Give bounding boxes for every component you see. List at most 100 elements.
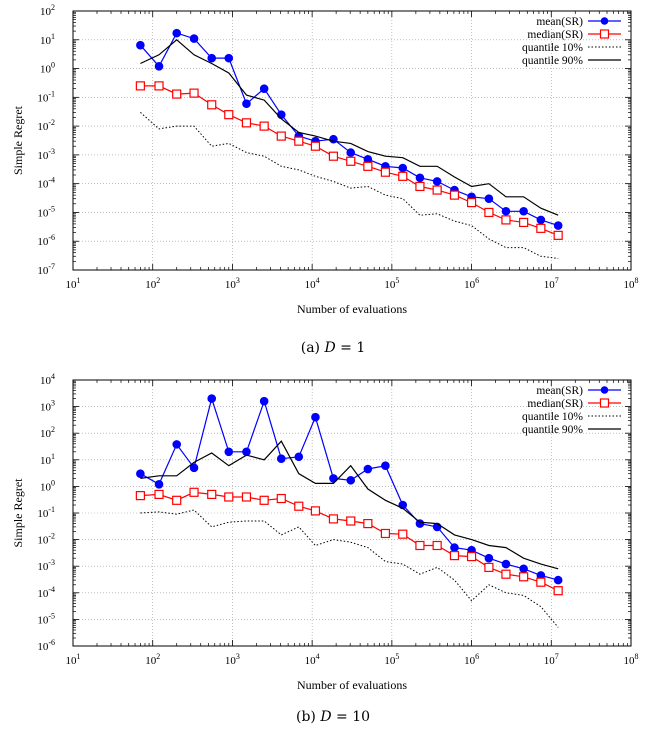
- data-point: [136, 40, 145, 50]
- data-point: [553, 230, 563, 240]
- data-point: [172, 28, 182, 38]
- y-tick-label: 10-3: [37, 147, 55, 162]
- panel-caption: (b) D = 10: [296, 709, 370, 725]
- legend-label: median(SR): [527, 398, 583, 410]
- y-tick-label: 10-1: [37, 89, 55, 104]
- data-point: [398, 171, 408, 181]
- x-tick-label: 107: [544, 652, 559, 667]
- series-line: [140, 396, 559, 581]
- data-point: [381, 461, 390, 471]
- legend-label: quantile 90%: [522, 55, 583, 67]
- data-point: [346, 475, 356, 485]
- y-tick-label: 104: [40, 372, 55, 387]
- data-point: [415, 173, 425, 183]
- y-tick-label: 10-6: [37, 638, 55, 653]
- data-point: [207, 394, 217, 403]
- data-point: [501, 569, 511, 579]
- data-point: [484, 553, 494, 563]
- y-tick-label: 103: [40, 399, 55, 414]
- x-tick-label: 108: [624, 276, 639, 291]
- data-point: [398, 529, 408, 539]
- data-point: [346, 516, 356, 526]
- data-point: [519, 564, 528, 574]
- x-tick-label: 105: [384, 276, 399, 291]
- data-point: [224, 492, 234, 502]
- legend-label: quantile 10%: [522, 411, 583, 423]
- x-tick-label: 107: [544, 276, 559, 291]
- data-point: [553, 221, 563, 230]
- legend-marker: [600, 17, 609, 25]
- y-tick-label: 102: [40, 3, 55, 18]
- data-point: [398, 163, 408, 173]
- data-point: [154, 61, 164, 71]
- data-point: [553, 586, 563, 596]
- y-tick-label: 10-7: [37, 262, 55, 277]
- data-point: [224, 53, 234, 63]
- data-point: [294, 501, 304, 511]
- data-point: [484, 207, 494, 218]
- series-line: [140, 112, 559, 259]
- data-point: [136, 469, 145, 479]
- data-point: [224, 110, 234, 120]
- data-point: [276, 493, 286, 504]
- y-tick-label: 101: [40, 32, 55, 47]
- data-point: [536, 223, 546, 233]
- data-point: [294, 452, 304, 462]
- panel-caption: (a) D = 1: [301, 340, 366, 356]
- data-point: [415, 540, 425, 551]
- data-point: [519, 206, 528, 216]
- chart-panel-2: 101 102 103 104 105 106 107 108 10-6 10-5 10-4 10-3…: [11, 372, 639, 725]
- data-point: [242, 447, 251, 457]
- x-axis-label: Number of evaluations: [297, 302, 407, 316]
- data-point: [259, 84, 269, 93]
- data-point: [380, 528, 391, 539]
- y-tick-label: 102: [40, 425, 55, 440]
- data-point: [449, 551, 460, 561]
- legend-marker: [600, 386, 609, 394]
- series-line: [140, 491, 559, 592]
- data-point: [329, 474, 338, 483]
- x-axis-label: Number of evaluations: [297, 678, 407, 692]
- data-point: [189, 88, 199, 98]
- data-point: [466, 551, 477, 562]
- series-line: [140, 39, 559, 216]
- data-point: [346, 156, 356, 166]
- data-point: [135, 491, 145, 501]
- data-point: [189, 463, 199, 473]
- legend-marker: [599, 398, 610, 408]
- data-point: [224, 447, 234, 457]
- legend-marker: [599, 29, 610, 39]
- data-point: [259, 495, 269, 505]
- data-point: [172, 89, 182, 99]
- series-red-square: [135, 81, 563, 240]
- data-point: [154, 489, 164, 500]
- x-tick-label: 103: [225, 276, 240, 291]
- series-solid-black: [140, 440, 559, 570]
- y-tick-label: 10-4: [37, 585, 55, 600]
- legend-label: mean(SR): [536, 385, 583, 397]
- x-tick-label: 104: [305, 652, 320, 667]
- y-axis-label: Simple Regret: [11, 105, 25, 175]
- y-tick-label: 10-3: [37, 558, 55, 573]
- series-line: [140, 440, 559, 570]
- x-tick-label: 101: [66, 276, 81, 291]
- legend: mean(SR)median(SR)quantile 10%quantile 9…: [522, 16, 621, 67]
- data-point: [484, 562, 494, 573]
- data-point: [259, 121, 269, 131]
- data-point: [346, 148, 356, 157]
- legend: mean(SR)median(SR)quantile 10%quantile 9…: [522, 385, 621, 436]
- x-tick-label: 108: [624, 652, 639, 667]
- data-point: [189, 487, 199, 497]
- y-tick-label: 10-4: [37, 176, 55, 191]
- y-tick-label: 101: [40, 452, 55, 467]
- data-point: [276, 454, 286, 463]
- y-tick-label: 10-5: [37, 611, 55, 626]
- series-solid-black: [140, 39, 559, 216]
- data-point: [328, 151, 339, 161]
- legend-label: quantile 10%: [522, 42, 583, 54]
- x-tick-label: 101: [66, 652, 81, 667]
- data-point: [135, 81, 145, 91]
- x-tick-label: 104: [305, 276, 320, 291]
- legend-label: quantile 90%: [522, 424, 583, 436]
- data-point: [432, 540, 442, 551]
